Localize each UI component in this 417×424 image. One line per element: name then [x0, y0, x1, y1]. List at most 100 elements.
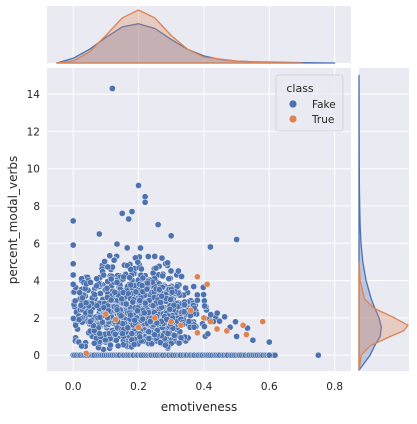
fake-point	[70, 315, 77, 322]
fake-point	[93, 282, 100, 290]
fake-point	[158, 254, 166, 262]
fake-point	[157, 299, 164, 306]
fake-point	[69, 217, 77, 225]
true-x-density-curve	[56, 9, 303, 64]
fake-point	[200, 291, 207, 298]
fake-point	[109, 85, 116, 92]
fake-point	[158, 292, 166, 300]
fake-point	[271, 351, 279, 359]
fake-point	[178, 273, 185, 280]
fake-point	[96, 290, 104, 297]
y-tick-label: 10	[27, 164, 40, 176]
legend-label-true: True	[311, 114, 334, 126]
fake-point	[207, 243, 214, 251]
true-point	[102, 310, 110, 318]
fake-point	[86, 318, 94, 326]
fake-point	[137, 244, 144, 252]
right-marginal-background	[359, 68, 409, 371]
fake-point	[221, 313, 228, 321]
fake-point	[122, 300, 130, 308]
fake-point	[146, 318, 154, 325]
true-point	[223, 327, 231, 335]
true-point	[203, 280, 211, 288]
x-axis-label: emotiveness	[161, 400, 237, 414]
fake-point	[100, 271, 107, 279]
fake-point	[107, 275, 115, 283]
true-point	[207, 318, 214, 325]
top-marginal-panel	[47, 6, 351, 64]
fake-point	[139, 315, 147, 323]
fake-point	[216, 317, 223, 325]
fake-point	[127, 311, 134, 319]
fake-point	[82, 299, 90, 307]
fake-point	[76, 289, 84, 297]
x-tick-label: 0.6	[261, 381, 278, 393]
true-point	[259, 318, 267, 325]
fake-point	[136, 297, 144, 304]
fake-point	[152, 264, 160, 272]
fake-point	[96, 330, 104, 337]
x-tick-label: 0.8	[326, 381, 343, 393]
fake-point	[204, 330, 212, 338]
fake-point	[128, 208, 136, 215]
true-point	[200, 314, 208, 322]
fake-point	[190, 323, 198, 331]
y-tick-label: 2	[33, 313, 40, 325]
fake-point	[140, 309, 148, 317]
fake-point	[119, 330, 126, 338]
true-point	[167, 318, 175, 325]
y-tick-label: 14	[27, 89, 41, 101]
fake-point	[249, 336, 257, 344]
fake-point	[91, 291, 98, 299]
fake-point	[87, 308, 95, 316]
fake-point	[201, 323, 208, 330]
y-axis-ticks: 0 2 4 6 8 10 12 14	[27, 89, 41, 362]
fake-point	[167, 296, 174, 303]
true-point	[82, 349, 90, 357]
fake-point	[167, 267, 175, 275]
fake-point	[75, 316, 83, 324]
fake-point	[314, 351, 322, 359]
fake-point	[265, 338, 273, 346]
fake-point	[112, 336, 120, 344]
x-tick-label: 0.2	[130, 381, 147, 393]
fake-point	[190, 283, 198, 290]
fake-point	[72, 321, 79, 329]
fake-point	[134, 307, 141, 315]
fake-point	[213, 309, 221, 317]
fake-point	[69, 241, 77, 249]
y-tick-label: 8	[33, 201, 40, 213]
fake-point	[131, 316, 139, 324]
fake-point	[113, 240, 121, 248]
x-tick-label: 0.4	[196, 381, 213, 393]
fake-point	[207, 311, 215, 318]
fake-point	[110, 256, 118, 264]
fake-point	[113, 279, 121, 286]
fake-point	[104, 263, 112, 271]
fake-point	[90, 339, 98, 347]
y-tick-label: 4	[33, 276, 40, 288]
fake-point	[170, 301, 178, 309]
fake-point	[145, 328, 153, 336]
fake-point	[167, 232, 175, 240]
fake-point	[162, 341, 169, 349]
fake-point	[141, 198, 149, 206]
fake-points-group	[69, 85, 322, 359]
fake-point	[100, 304, 108, 312]
fake-point	[69, 271, 77, 279]
fake-point	[164, 259, 171, 267]
fake-point	[175, 267, 182, 275]
fake-point	[93, 302, 101, 310]
fake-point	[78, 342, 85, 350]
fake-point	[148, 340, 156, 348]
legend-title: class	[286, 82, 314, 95]
fake-point	[233, 236, 240, 243]
fake-point	[107, 296, 115, 304]
fake-point	[69, 280, 77, 288]
fake-point	[118, 295, 125, 303]
true-points-group	[82, 273, 267, 357]
true-point	[177, 321, 185, 329]
fake-point	[159, 272, 166, 280]
fake-point	[106, 252, 114, 260]
